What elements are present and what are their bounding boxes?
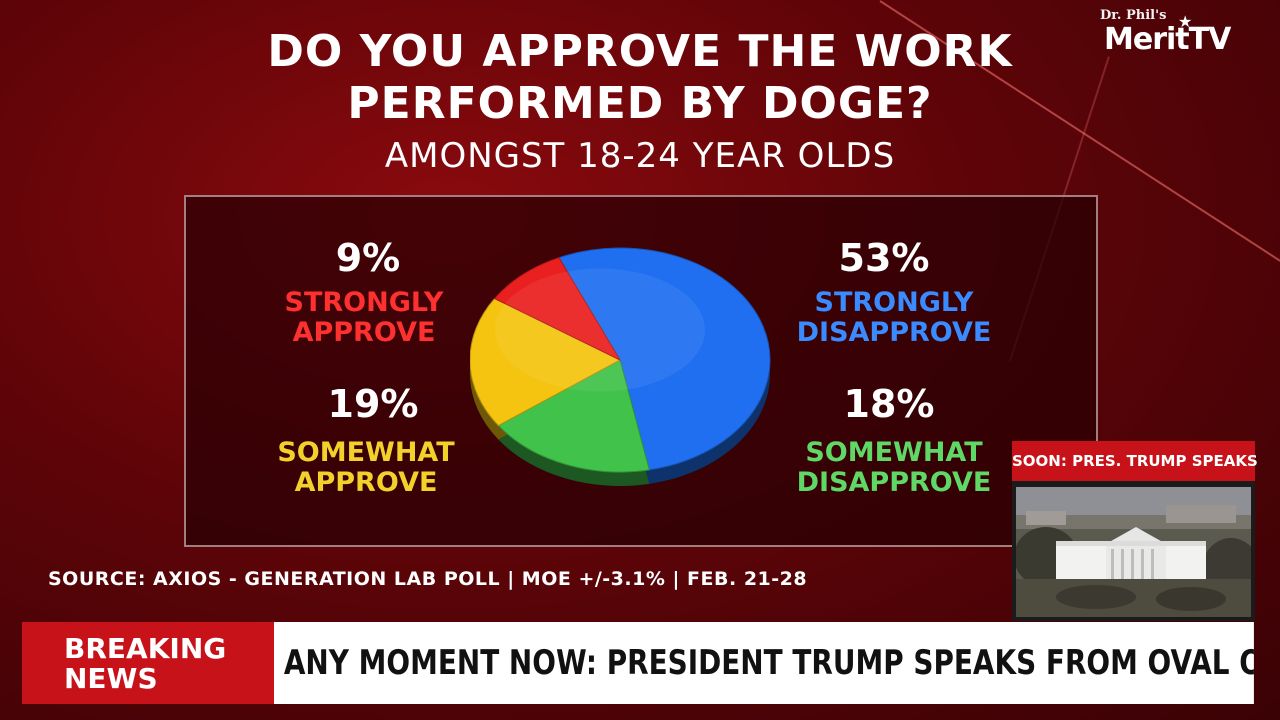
chart-title: DO YOU APPROVE THE WORK PERFORMED BY DOG…: [267, 26, 1013, 129]
pie-slice-strongly-disapprove: [558, 247, 771, 471]
pct-somewhat-approve: 19%: [327, 382, 419, 426]
pct-somewhat-disapprove: 18%: [843, 382, 935, 426]
breaking-news-ticker: BREAKING NEWS ANY MOMENT NOW: PRESIDENT …: [22, 622, 1254, 704]
brand-small: Dr. Phil's: [1100, 8, 1167, 23]
chart-subtitle: AMONGST 18-24 YEAR OLDS: [384, 136, 896, 176]
star-icon: ★: [1178, 12, 1193, 31]
pie-chart: [470, 247, 771, 486]
pie-slice-strongly-approve: [493, 257, 622, 362]
ticker-headline: ANY MOMENT NOW: PRESIDENT TRUMP SPEAKS F…: [274, 622, 1254, 704]
live-inset: SOON: PRES. TRUMP SPEAKS: [1012, 441, 1258, 621]
label-strongly-disapprove: STRONGLY DISAPPROVE: [796, 287, 992, 348]
pie-highlight: [495, 268, 705, 392]
brand-logo: MeritTV: [1104, 22, 1231, 57]
pct-strongly-disapprove: 53%: [838, 236, 930, 280]
source-line: SOURCE: AXIOS - GENERATION LAB POLL | MO…: [48, 568, 808, 590]
white-house-image: [1016, 487, 1251, 617]
inset-header: SOON: PRES. TRUMP SPEAKS: [1012, 441, 1258, 481]
label-somewhat-disapprove: SOMEWHAT DISAPPROVE: [796, 437, 992, 498]
pie-slice-somewhat-approve: [470, 297, 622, 427]
pie-slice-somewhat-disapprove: [497, 359, 650, 473]
label-somewhat-approve: SOMEWHAT APPROVE: [277, 437, 455, 498]
pct-strongly-approve: 9%: [335, 236, 401, 280]
label-strongly-approve: STRONGLY APPROVE: [284, 287, 444, 348]
breaking-news-tag: BREAKING NEWS: [22, 622, 274, 704]
